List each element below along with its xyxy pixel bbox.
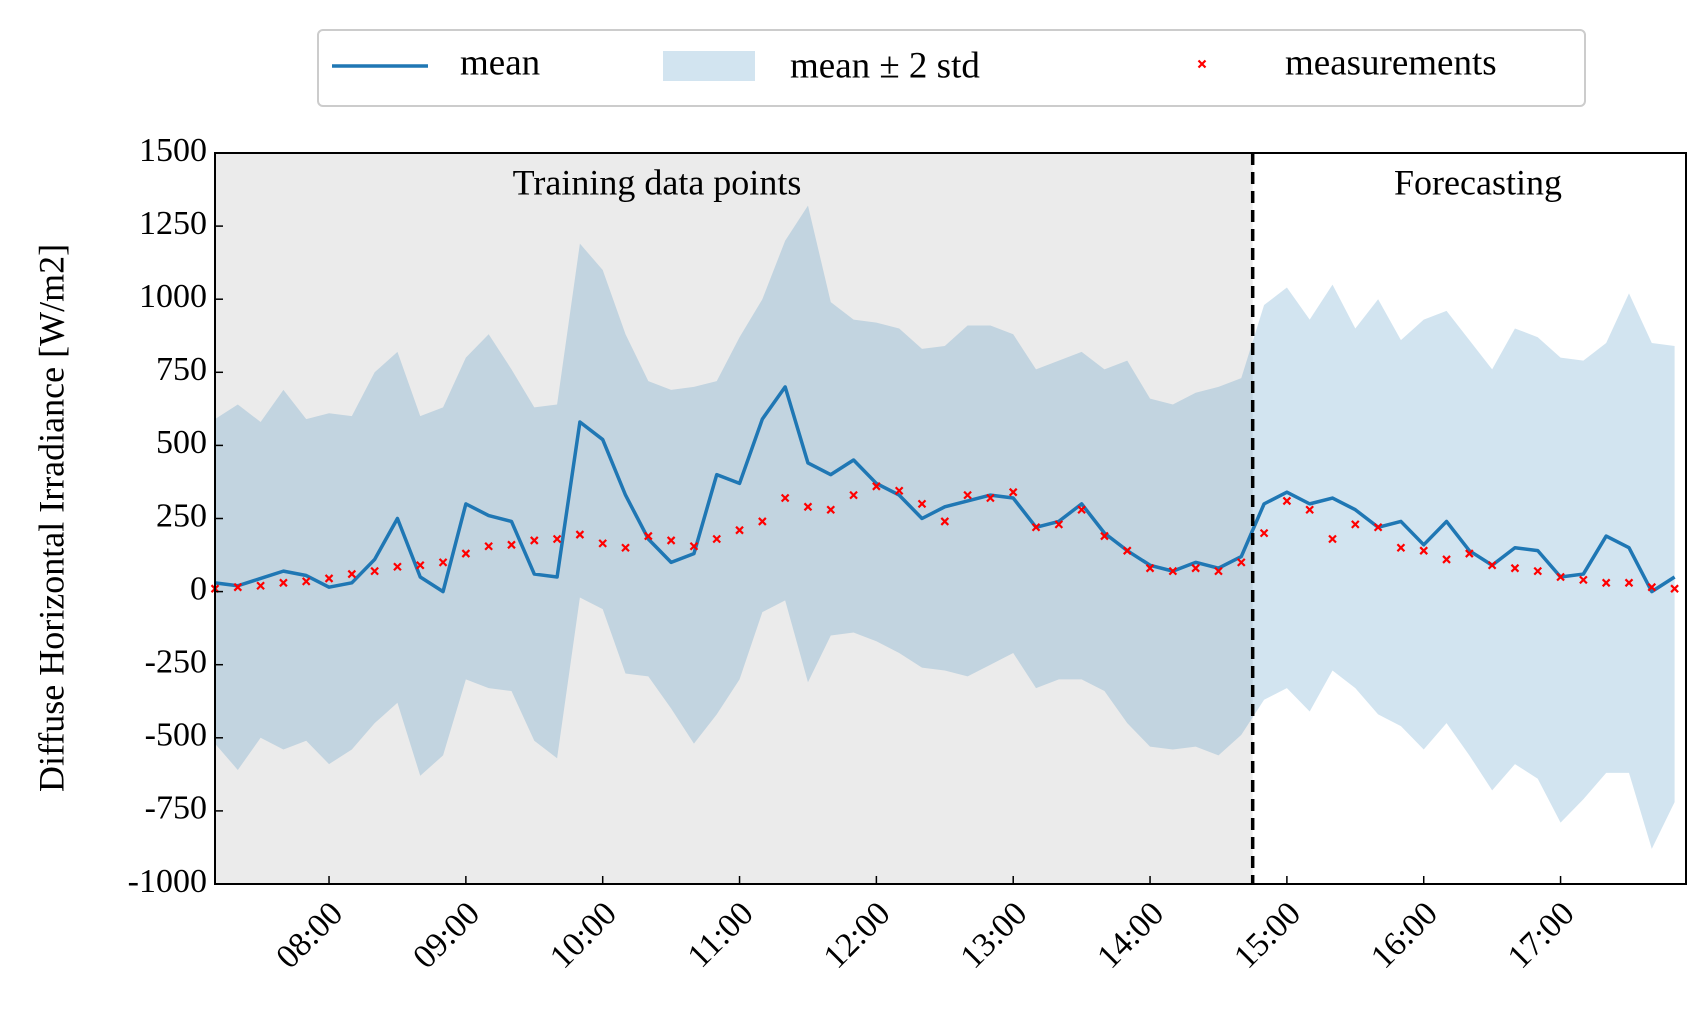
x-tick-label: 16:00 — [1364, 895, 1445, 976]
measurement-marker — [1510, 563, 1520, 573]
measurement-marker — [689, 542, 699, 551]
measurement-marker — [598, 539, 607, 548]
measurement-marker — [530, 536, 539, 545]
measurement-marker — [1031, 522, 1041, 532]
measurement-marker — [1556, 572, 1565, 582]
measurement-marker — [1624, 578, 1634, 588]
measurement-marker — [347, 569, 357, 579]
measurement-marker — [849, 490, 858, 500]
measurement-marker — [758, 517, 767, 526]
measurement-marker — [735, 525, 744, 535]
measurement-marker — [1077, 505, 1086, 515]
legend-label: mean ± 2 std — [790, 45, 980, 86]
measurement-marker — [894, 486, 904, 495]
y-tick-label: -750 — [145, 790, 207, 827]
measurement-marker — [826, 505, 836, 515]
mean-line — [214, 385, 1676, 594]
y-tick-label: 0 — [190, 570, 207, 607]
measurement-marker — [1214, 566, 1223, 576]
y-tick-label: 1500 — [139, 132, 207, 169]
measurement-marker — [1601, 578, 1611, 588]
y-tick-label: 1250 — [139, 205, 207, 242]
measurement-marker — [438, 558, 448, 567]
measurement-marker — [666, 536, 676, 545]
measurement-marker — [1373, 522, 1383, 532]
measurement-marker — [712, 534, 722, 544]
x-tick-label: 09:00 — [406, 895, 487, 976]
measurement-marker — [1122, 546, 1132, 555]
measurement-marker — [872, 482, 881, 491]
measurement-marker — [986, 493, 995, 503]
legend-patch — [663, 51, 755, 81]
legend-box — [317, 29, 1586, 107]
measurement-marker — [256, 581, 265, 591]
legend-marker — [1197, 59, 1207, 69]
measurement-marker — [1396, 543, 1406, 553]
y-tick-label: -500 — [145, 717, 207, 754]
measurement-marker — [644, 531, 653, 541]
measurement-marker — [1282, 496, 1292, 506]
measurement-marker — [393, 562, 402, 572]
measurement-marker — [1670, 584, 1679, 593]
measurement-marker — [552, 534, 562, 544]
measurement-marker — [1259, 528, 1269, 538]
measurement-marker — [461, 549, 471, 558]
measurement-marker — [1419, 546, 1429, 555]
x-tick-label: 12:00 — [817, 895, 898, 976]
measurement-marker — [621, 543, 630, 553]
measurement-marker — [1351, 520, 1360, 529]
y-tick-label: 500 — [156, 424, 207, 461]
y-axis-label: Diffuse Horizontal Irradiance [W/m2] — [31, 244, 71, 792]
measurement-marker — [279, 578, 288, 588]
measurement-marker — [963, 490, 972, 500]
measurement-marker — [917, 499, 927, 509]
measurement-marker — [1191, 563, 1200, 573]
annotation: Training data points — [513, 162, 802, 202]
measurement-marker — [301, 577, 311, 586]
std-band — [215, 205, 1675, 849]
measurement-marker — [370, 566, 379, 576]
y-tick-label: -1000 — [128, 863, 207, 900]
x-tick-label: 13:00 — [953, 895, 1034, 976]
measurement-marker — [1465, 549, 1474, 558]
measurement-marker — [415, 561, 425, 570]
measurement-marker — [1533, 566, 1543, 576]
y-tick-label: 250 — [156, 497, 207, 534]
measurement-marker — [1054, 520, 1064, 529]
measurement-marker — [1579, 575, 1588, 585]
measurement-marker — [1487, 561, 1497, 570]
measurement-marker — [324, 574, 334, 583]
x-tick-label: 17:00 — [1501, 895, 1582, 976]
x-tick-label: 08:00 — [269, 895, 350, 976]
measurement-marker — [1008, 487, 1018, 497]
measurement-marker — [507, 540, 516, 550]
x-tick-label: 10:00 — [543, 895, 624, 976]
measurement-marker — [803, 502, 813, 512]
measurement-marker — [575, 530, 585, 539]
measurement-marker — [940, 517, 950, 526]
measurement-marker — [1647, 582, 1657, 592]
legend-label: measurements — [1285, 42, 1497, 83]
x-tick-label: 15:00 — [1227, 895, 1308, 976]
measurement-marker — [1168, 566, 1178, 576]
y-tick-label: -250 — [145, 643, 207, 680]
measurement-marker — [1328, 534, 1337, 544]
x-tick-label: 11:00 — [681, 895, 761, 975]
measurement-marker — [1145, 563, 1155, 573]
legend-label: mean — [460, 42, 540, 83]
measurement-marker — [1100, 531, 1109, 541]
y-tick-label: 1000 — [139, 278, 207, 315]
measurement-marker — [233, 582, 243, 592]
measurement-marker — [484, 542, 493, 551]
measurement-marker — [780, 493, 790, 503]
measurement-marker — [1442, 555, 1451, 564]
measurement-marker — [1305, 505, 1314, 515]
y-tick-label: 750 — [156, 351, 207, 388]
annotation: Forecasting — [1394, 162, 1562, 202]
x-tick-label: 14:00 — [1090, 895, 1171, 976]
measurement-marker — [1237, 558, 1246, 567]
training-region — [215, 153, 1253, 884]
